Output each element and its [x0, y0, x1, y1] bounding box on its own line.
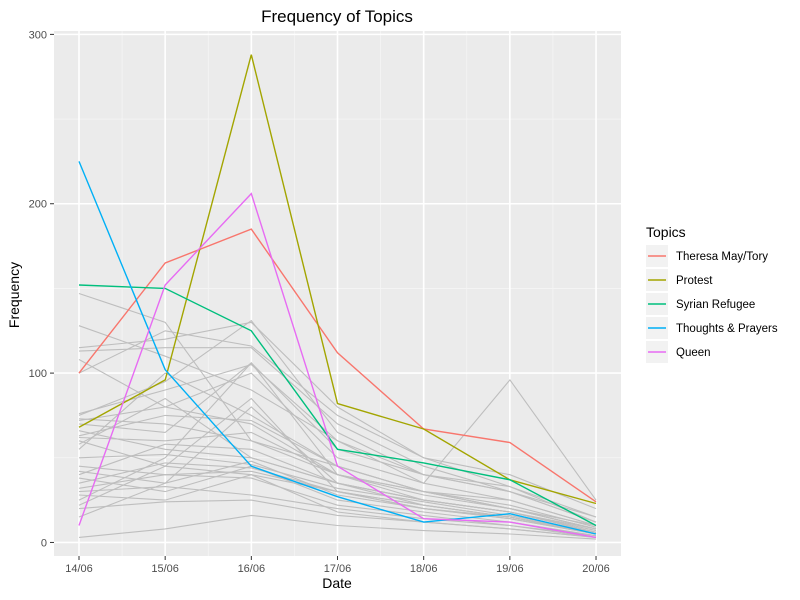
- y-tick-label: 300: [29, 29, 47, 41]
- x-tick-label: 20/06: [582, 563, 610, 575]
- background-series-line: [78, 372, 597, 527]
- legend-title: Topics: [646, 224, 686, 240]
- background-series-line: [78, 362, 597, 533]
- chart-title: Frequency of Topics: [261, 7, 413, 26]
- x-tick-label: 16/06: [238, 563, 266, 575]
- legend: Topics Theresa May/Tory Protest Syrian Ref…: [646, 224, 778, 363]
- highlighted-series: [78, 54, 597, 539]
- background-series-line: [78, 486, 597, 538]
- x-tick-label: 14/06: [65, 563, 93, 575]
- background-series-line: [78, 453, 597, 533]
- legend-label: Thoughts & Prayers: [676, 323, 778, 335]
- x-tick-label: 19/06: [496, 563, 524, 575]
- background-series-line: [78, 319, 597, 523]
- background-series-line: [78, 363, 597, 501]
- legend-label: Protest: [676, 275, 713, 287]
- background-series-line: [78, 514, 597, 540]
- y-tick-label: 0: [41, 537, 47, 549]
- background-series-line: [78, 499, 597, 538]
- series-line: [78, 161, 597, 535]
- series-line: [78, 284, 597, 527]
- series-line: [78, 228, 597, 503]
- x-tick-label: 17/06: [324, 563, 352, 575]
- background-series-line: [78, 321, 597, 510]
- x-tick-label: 15/06: [151, 563, 179, 575]
- series-line: [78, 192, 597, 539]
- legend-label: Theresa May/Tory: [676, 251, 768, 263]
- legend-label: Syrian Refugee: [676, 299, 755, 311]
- plot-panel: [54, 31, 621, 556]
- axes: 14/06 15/06 16/06 17/06 18/06 19/06 20/06 0 100 2…: [29, 29, 610, 575]
- y-tick-label: 100: [29, 368, 47, 380]
- background-series-line: [78, 406, 597, 535]
- x-axis-title: Date: [322, 575, 352, 591]
- legend-label: Queen: [676, 347, 711, 359]
- y-axis-title: Frequency: [6, 262, 22, 328]
- x-tick-label: 18/06: [410, 563, 438, 575]
- y-tick-label: 200: [29, 199, 47, 211]
